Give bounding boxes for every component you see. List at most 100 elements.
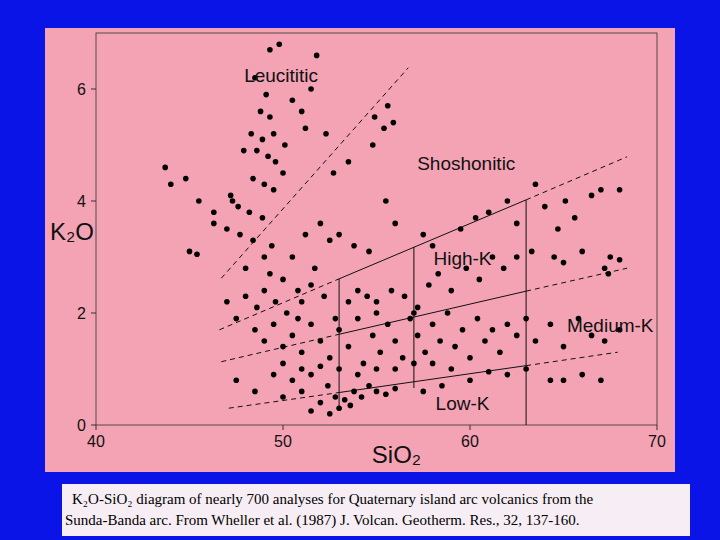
x-tick bbox=[96, 425, 97, 430]
data-point bbox=[276, 41, 282, 47]
data-point bbox=[211, 221, 217, 227]
data-point bbox=[374, 310, 380, 316]
data-point bbox=[269, 243, 275, 249]
region-label: Leucititic bbox=[244, 65, 318, 86]
data-point bbox=[250, 176, 256, 182]
data-point bbox=[280, 361, 286, 367]
data-point bbox=[411, 361, 417, 367]
data-point bbox=[366, 249, 372, 255]
data-point bbox=[314, 53, 320, 59]
data-point bbox=[243, 293, 249, 299]
data-point bbox=[303, 125, 309, 131]
data-point bbox=[342, 397, 348, 403]
data-point bbox=[439, 383, 445, 389]
data-point bbox=[458, 226, 464, 232]
region-label: Low-K bbox=[436, 393, 490, 414]
data-point bbox=[258, 109, 264, 115]
data-point bbox=[561, 260, 567, 266]
data-point bbox=[617, 257, 623, 263]
data-point bbox=[346, 344, 352, 350]
chart: 405060700246SiO₂K₂OLeucititicShoshonitic… bbox=[0, 0, 720, 540]
data-point bbox=[162, 165, 168, 171]
data-point bbox=[430, 361, 436, 367]
data-point bbox=[415, 333, 421, 339]
data-point bbox=[411, 310, 417, 316]
x-tick-label: 50 bbox=[274, 433, 292, 450]
data-point bbox=[280, 344, 286, 350]
region-label: Shoshonitic bbox=[417, 153, 515, 174]
x-axis-label: SiO₂ bbox=[372, 441, 421, 468]
data-point bbox=[351, 243, 357, 249]
data-point bbox=[477, 277, 483, 283]
data-point bbox=[346, 299, 352, 305]
data-point bbox=[211, 209, 217, 215]
data-point bbox=[402, 293, 408, 299]
data-point bbox=[280, 170, 286, 176]
data-point bbox=[542, 204, 548, 210]
data-point bbox=[467, 355, 473, 361]
region-label: High-K bbox=[433, 248, 491, 269]
data-point bbox=[308, 321, 314, 327]
data-point bbox=[262, 254, 268, 260]
data-point bbox=[333, 316, 339, 322]
data-point bbox=[548, 321, 554, 327]
data-point bbox=[377, 349, 383, 355]
data-point bbox=[475, 316, 481, 322]
data-point bbox=[280, 394, 286, 400]
data-point bbox=[290, 377, 296, 383]
data-point bbox=[579, 249, 585, 255]
data-point bbox=[563, 198, 569, 204]
x-tick bbox=[283, 425, 284, 430]
data-point bbox=[233, 377, 239, 383]
data-point bbox=[355, 372, 361, 378]
boundary-line bbox=[526, 352, 618, 365]
data-point bbox=[420, 389, 426, 395]
region-label: Medium-K bbox=[567, 315, 654, 336]
background bbox=[0, 0, 720, 540]
data-point bbox=[308, 408, 314, 414]
data-point bbox=[381, 125, 387, 131]
data-point bbox=[490, 327, 496, 333]
data-point bbox=[374, 299, 380, 305]
data-point bbox=[391, 120, 397, 126]
data-point bbox=[523, 366, 529, 372]
data-point bbox=[505, 372, 511, 378]
data-point bbox=[533, 181, 539, 187]
data-point bbox=[248, 131, 254, 137]
data-point bbox=[389, 288, 395, 294]
data-point bbox=[321, 293, 327, 299]
data-point bbox=[262, 288, 268, 294]
data-point bbox=[187, 249, 193, 255]
data-point bbox=[252, 389, 258, 395]
data-point bbox=[598, 377, 604, 383]
data-point bbox=[254, 148, 260, 154]
data-point bbox=[323, 131, 329, 137]
data-point bbox=[282, 142, 288, 148]
data-point bbox=[589, 193, 595, 199]
data-point bbox=[385, 103, 391, 109]
data-point bbox=[267, 271, 273, 277]
data-point bbox=[551, 254, 557, 260]
data-point bbox=[243, 265, 249, 271]
data-point bbox=[392, 386, 398, 392]
data-point bbox=[271, 131, 277, 137]
data-point bbox=[295, 316, 301, 322]
y-tick bbox=[91, 201, 96, 202]
data-point bbox=[351, 389, 357, 395]
data-point bbox=[555, 226, 561, 232]
data-point bbox=[420, 232, 426, 238]
data-point bbox=[228, 193, 234, 199]
data-point bbox=[449, 366, 455, 372]
x-tick-label: 40 bbox=[87, 433, 105, 450]
data-point bbox=[183, 176, 189, 182]
data-point bbox=[505, 198, 511, 204]
data-point bbox=[579, 372, 585, 378]
data-point bbox=[327, 355, 333, 361]
data-point bbox=[308, 372, 314, 378]
plot-frame bbox=[96, 33, 657, 425]
x-tick bbox=[470, 425, 471, 430]
data-point bbox=[260, 137, 266, 143]
data-point bbox=[230, 198, 236, 204]
data-point bbox=[336, 232, 342, 238]
data-point bbox=[572, 215, 578, 221]
